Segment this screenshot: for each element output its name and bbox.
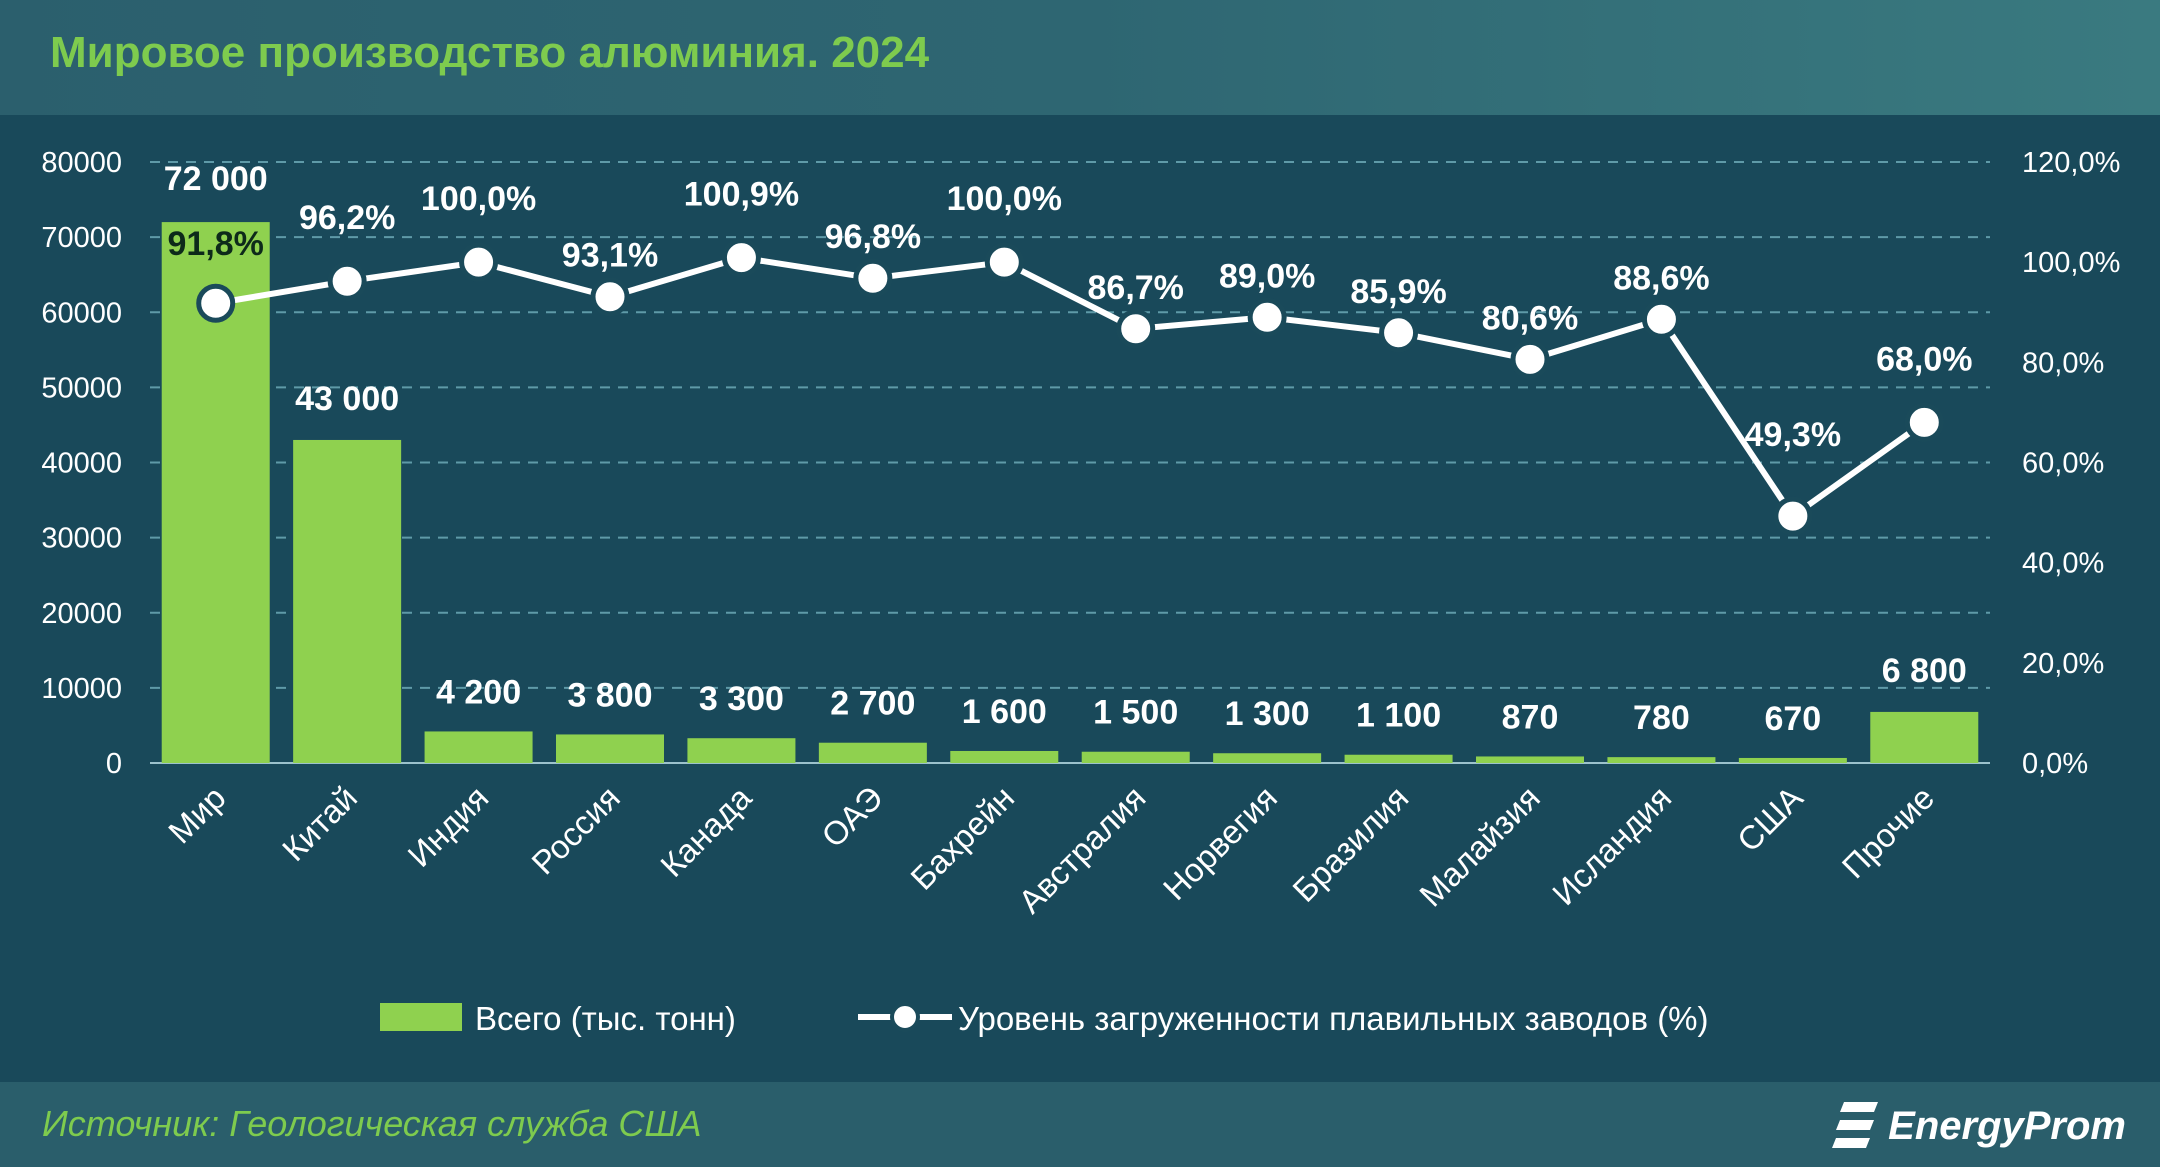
line-marker-core [1519, 348, 1541, 371]
y-left-tick-label: 70000 [41, 222, 122, 254]
y-right-tick-label: 40,0% [2022, 548, 2104, 580]
bar-value-label: 2 700 [830, 685, 915, 723]
x-tick-label: США [1730, 779, 1810, 859]
legend-line-label: Уровень загруженности плавильных заводов… [958, 1000, 1709, 1037]
bar [424, 731, 533, 763]
x-tick-label: Бразилия [1285, 779, 1415, 909]
y-left-tick-label: 30000 [41, 523, 122, 555]
bar-value-label: 4 200 [436, 673, 521, 711]
x-tick-label: Прочие [1835, 779, 1942, 886]
x-tick-label: Исландия [1545, 779, 1678, 912]
y-right-tick-label: 120,0% [2022, 147, 2120, 179]
x-tick-label: Китай [275, 779, 364, 868]
x-tick-label: Малайзия [1412, 779, 1547, 914]
line-marker-core [336, 270, 359, 293]
bar-value-label: 1 100 [1356, 697, 1441, 735]
line-value-label: 80,6% [1482, 299, 1578, 337]
y-left-tick-label: 80000 [41, 147, 122, 179]
line-value-label: 96,8% [825, 218, 921, 256]
line-marker-core [599, 285, 621, 308]
bar-value-label: 1 300 [1225, 695, 1310, 733]
y-left-tick-label: 20000 [41, 598, 122, 630]
bar [556, 734, 664, 763]
bar-value-label: 870 [1502, 698, 1559, 736]
line-marker-core [861, 267, 884, 290]
x-tick-label: ОАЭ [814, 779, 890, 855]
legend-bar-label: Всего (тыс. тонн) [475, 1000, 736, 1037]
line-marker-core [1913, 411, 1936, 434]
line-value-label: 88,6% [1613, 259, 1709, 297]
bar-value-label: 3 800 [567, 676, 652, 714]
x-tick-label: Канада [653, 778, 759, 884]
bar-value-label: 780 [1633, 699, 1690, 737]
x-tick-label: Австралия [1011, 779, 1152, 920]
bar-value-label: 1 500 [1093, 694, 1178, 732]
bar [687, 738, 796, 763]
bar-value-label: 6 800 [1882, 652, 1967, 690]
bar-value-label: 1 600 [962, 693, 1047, 731]
line-value-label: 91,8% [168, 225, 264, 263]
line-value-label: 68,0% [1876, 340, 1972, 378]
line-marker-core [1781, 505, 1804, 528]
utilization-line [215, 254, 1927, 520]
y-right-tick-label: 80,0% [2022, 347, 2104, 379]
x-tick-label: Индия [400, 779, 495, 874]
y-left-tick-label: 10000 [41, 673, 122, 705]
line-marker-core [1650, 308, 1673, 331]
chart-title: Мировое производство алюминия. 2024 [50, 28, 930, 77]
line-value-label: 100,0% [421, 180, 536, 218]
bar [1344, 754, 1453, 763]
header-bar [0, 0, 2160, 115]
line-value-label: 100,9% [684, 176, 799, 214]
line-marker-core [1256, 306, 1279, 329]
energyprom-logo: EnergyProm [1832, 1098, 2126, 1154]
footer-bar [0, 1082, 2160, 1167]
y-right-tick-label: 100,0% [2022, 247, 2120, 279]
line-marker-core [1124, 317, 1147, 340]
y-left-tick-label: 0 [106, 748, 122, 780]
logo-text: EnergyProm [1888, 1103, 2126, 1148]
x-tick-label: Норвегия [1156, 779, 1284, 907]
bar-value-label: 72 000 [164, 160, 268, 198]
line-marker-core [730, 246, 753, 269]
line-marker-core [204, 292, 227, 315]
bar [1607, 757, 1716, 763]
legend-bar-swatch [380, 1003, 462, 1031]
y-right-tick-label: 20,0% [2022, 648, 2104, 680]
line-value-label: 93,1% [562, 237, 658, 275]
y-left-tick-label: 50000 [41, 372, 122, 404]
bar-value-label: 43 000 [295, 380, 399, 418]
line-value-label: 49,3% [1745, 416, 1841, 454]
bar [1081, 751, 1190, 763]
bar [1870, 711, 1979, 763]
x-tick-label: Бахрейн [903, 779, 1021, 897]
logo-mark-icon [1832, 1102, 1879, 1148]
line-value-label: 100,0% [947, 180, 1062, 218]
line-value-label: 85,9% [1350, 273, 1446, 311]
bar [1738, 757, 1847, 763]
bar [950, 750, 1059, 763]
source-note: Источник: Геологическая служба США [42, 1103, 702, 1144]
line-value-label: 89,0% [1219, 257, 1315, 295]
line-value-label: 86,7% [1088, 269, 1184, 307]
bar-value-label: 3 300 [699, 680, 784, 718]
bar-value-label: 670 [1764, 700, 1821, 738]
bar [1476, 756, 1584, 763]
bar [293, 439, 402, 763]
y-right-tick-label: 0,0% [2022, 748, 2088, 780]
line-value-label: 96,2% [299, 199, 395, 237]
line-marker-core [993, 251, 1016, 274]
line-marker-core [1387, 321, 1410, 344]
y-left-tick-label: 60000 [41, 297, 122, 329]
bar [818, 742, 927, 763]
bar [1213, 753, 1322, 763]
x-tick-label: Россия [524, 779, 627, 882]
y-left-tick-label: 40000 [41, 448, 122, 480]
x-tick-label: Мир [161, 779, 233, 851]
line-marker-core [467, 251, 490, 274]
y-right-tick-label: 60,0% [2022, 448, 2104, 480]
legend-line-marker [890, 1002, 920, 1032]
